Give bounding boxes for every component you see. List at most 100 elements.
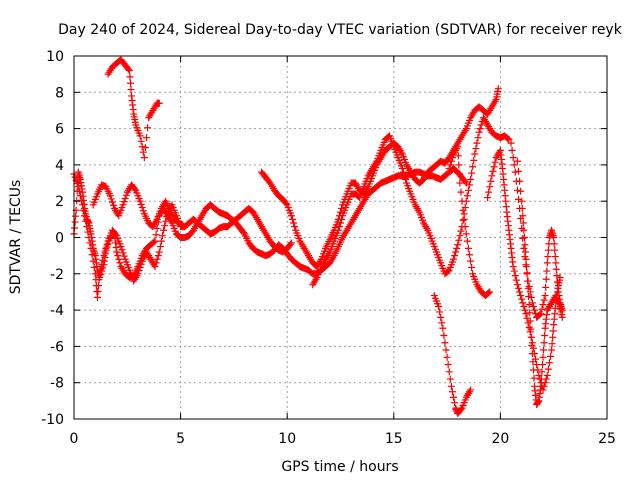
data-point [541, 292, 549, 300]
data-point [289, 215, 297, 223]
data-point [451, 399, 459, 407]
data-point [533, 361, 541, 369]
series-track-k [513, 157, 566, 408]
data-point [510, 267, 518, 275]
data-point [461, 178, 469, 186]
x-tick-label: 10 [278, 431, 296, 447]
data-point [547, 352, 555, 360]
data-point [537, 375, 545, 383]
data-point [520, 226, 528, 234]
data-point [95, 282, 103, 290]
data-point [449, 255, 457, 263]
data-point [444, 267, 452, 275]
data-point [435, 302, 443, 310]
data-point [519, 219, 527, 227]
data-point [402, 175, 410, 183]
data-point [72, 212, 80, 220]
data-point [515, 284, 523, 292]
data-point [494, 85, 502, 93]
data-point [521, 248, 529, 256]
data-point [520, 302, 528, 310]
data-point [140, 154, 148, 162]
data-point [442, 346, 450, 354]
data-point [291, 223, 299, 231]
x-tick-label: 25 [598, 431, 616, 447]
data-point [473, 139, 481, 147]
data-point [447, 157, 455, 165]
data-point [513, 157, 521, 165]
series-track-i [484, 146, 564, 394]
data-point [445, 165, 453, 173]
data-point [548, 346, 556, 354]
data-point [449, 393, 457, 401]
series-track-h [445, 143, 494, 300]
x-tick-label: 0 [70, 431, 79, 447]
data-point [82, 217, 90, 225]
data-point [98, 261, 106, 269]
data-point [440, 332, 448, 340]
data-point [469, 163, 477, 171]
data-point [468, 169, 476, 177]
data-point [89, 257, 97, 265]
data-point [126, 73, 134, 81]
data-point [542, 275, 550, 283]
y-tick-label: -2 [50, 267, 64, 283]
data-point [475, 128, 483, 136]
data-point [90, 263, 98, 271]
data-point [156, 243, 164, 251]
data-point [120, 198, 128, 206]
data-point [474, 134, 482, 142]
y-tick-label: -6 [50, 339, 64, 355]
data-point [521, 241, 529, 249]
data-point [436, 308, 444, 316]
data-point [113, 248, 121, 256]
data-point [287, 212, 295, 220]
data-point [109, 201, 117, 209]
data-point [535, 371, 543, 379]
data-point [526, 309, 534, 317]
data-point [465, 251, 473, 259]
data-point [445, 368, 453, 376]
data-point [71, 173, 79, 181]
data-point [558, 313, 566, 321]
data-point [138, 204, 146, 212]
data-point [518, 197, 526, 205]
data-point [509, 263, 517, 271]
data-point [477, 121, 485, 129]
data-point [485, 188, 493, 196]
data-point [529, 302, 537, 310]
data-point [457, 405, 465, 413]
data-point [81, 212, 89, 220]
data-point [467, 175, 475, 183]
data-point [107, 195, 115, 203]
data-point [553, 278, 561, 286]
data-point [287, 239, 295, 247]
data-point [444, 361, 452, 369]
data-point [460, 215, 468, 223]
data-point [441, 339, 449, 347]
data-point [544, 365, 552, 373]
data-point [106, 192, 114, 200]
axis-ticks: 0 5 10 15 20 25 -10 -8 -6 -4 -2 0 2 4 6 8 10 [41, 49, 616, 447]
data-point [456, 232, 464, 240]
data-point [88, 251, 96, 259]
data-point [139, 207, 147, 215]
y-tick-label: 10 [46, 49, 64, 65]
y-axis-label: SDTVAR / TECUs [8, 180, 24, 295]
data-point [151, 263, 159, 271]
data-point [540, 296, 548, 304]
data-point [101, 248, 109, 256]
data-point [153, 224, 161, 232]
data-point [155, 248, 163, 256]
data-point [551, 253, 559, 261]
x-tick-label: 20 [491, 431, 509, 447]
data-point [539, 361, 547, 369]
x-tick-label: 5 [176, 431, 185, 447]
data-point [505, 135, 513, 143]
data-point [96, 270, 104, 278]
data-point [337, 219, 344, 227]
data-point [438, 319, 446, 327]
data-point [550, 234, 558, 241]
data-point [121, 194, 129, 202]
data-point [543, 371, 551, 379]
